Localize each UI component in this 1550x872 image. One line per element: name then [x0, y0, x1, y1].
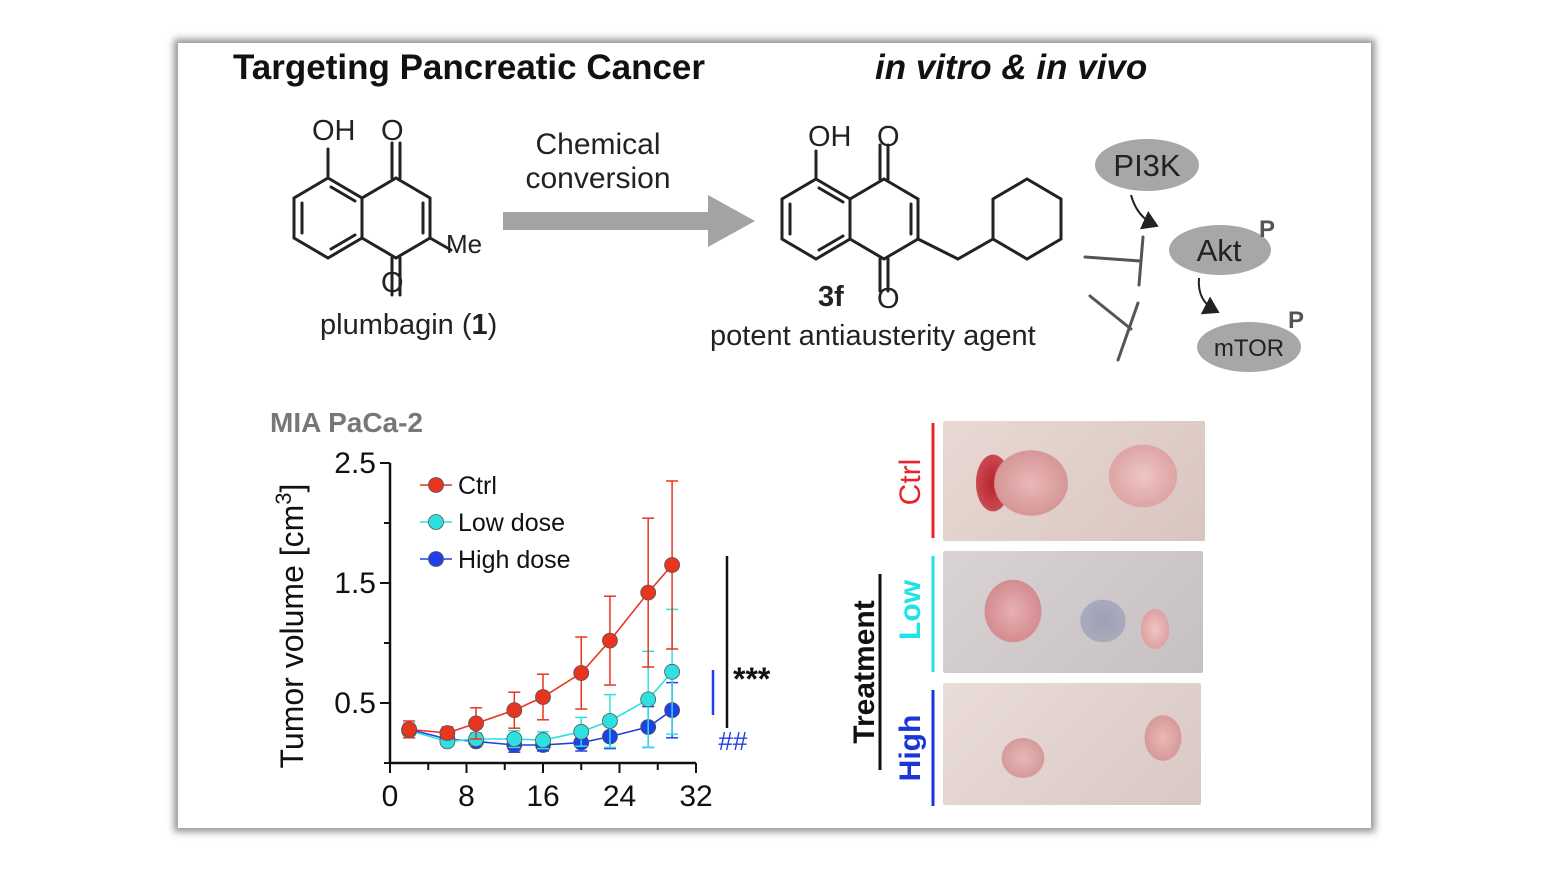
mtor-phospho: P — [1288, 307, 1304, 334]
significance-ctrl: *** — [733, 661, 771, 697]
compound-id: 3f — [818, 281, 844, 313]
tumor-photo-high — [943, 683, 1201, 805]
x-tick-label: 24 — [603, 780, 636, 813]
akt-node — [1169, 225, 1271, 275]
data-point — [664, 663, 680, 680]
legend-item: Ctrl — [420, 472, 497, 500]
y-axis-label: Tumor volume [cm3] — [271, 484, 310, 769]
data-point — [640, 584, 657, 601]
data-point — [468, 715, 484, 732]
photo-label-low: Low — [894, 579, 927, 640]
plumbagin-number: 1 — [471, 309, 488, 341]
legend-label: Low dose — [458, 509, 565, 537]
compound-3f-oh: OH — [808, 121, 852, 153]
legend-item: High dose — [420, 546, 571, 574]
reaction-arrow — [503, 195, 755, 247]
pi3k-label: PI3K — [1113, 148, 1181, 183]
photo-label-high: High — [894, 715, 927, 782]
inhibition-line-akt — [1083, 255, 1142, 263]
tumor-volume-chart: MIA PaCa-2 Tumor volume [cm3] 0.5 1.5 2.5 0… — [270, 407, 771, 813]
mtor-node — [1197, 322, 1301, 372]
photo-label-ctrl: Ctrl — [894, 459, 927, 506]
data-point — [535, 732, 551, 749]
pi3k-node — [1095, 139, 1199, 191]
x-tick-label: 32 — [679, 780, 712, 813]
arrow-label: Chemical conversion — [525, 128, 671, 195]
data-point — [640, 691, 657, 708]
significance-markers: *** ## — [711, 556, 771, 756]
graphical-abstract: Targeting Pancreatic Cancer in vitro & i… — [178, 43, 1371, 828]
akt-to-mtor-arrow — [1197, 277, 1220, 315]
plumbagin-o-top: O — [381, 115, 404, 147]
x-tick-label: 0 — [382, 780, 399, 813]
legend-marker — [428, 514, 444, 530]
pi3k-to-akt-arrow — [1130, 194, 1159, 230]
data-point — [535, 689, 551, 705]
legend-marker — [428, 551, 444, 567]
treatment-label: Treatment — [848, 600, 881, 743]
legend-marker — [428, 477, 444, 493]
plumbagin-me: Me — [446, 229, 483, 259]
data-point — [602, 713, 618, 729]
data-point — [573, 723, 590, 740]
data-point — [664, 557, 680, 573]
data-point — [506, 731, 523, 747]
data-point — [439, 725, 456, 741]
inhibition-bar-mtor — [1116, 301, 1140, 362]
compound-description: potent antiausterity agent — [710, 320, 1036, 352]
mtor-label: mTOR — [1214, 335, 1284, 362]
data-point — [401, 721, 418, 738]
y-tick-label: 0.5 — [334, 687, 376, 720]
data-point — [602, 632, 618, 649]
chart-title: MIA PaCa-2 — [270, 407, 423, 438]
tumor-photo-low — [943, 551, 1203, 673]
compound-3f-structure — [780, 143, 1063, 293]
plumbagin-o-bottom: O — [381, 267, 404, 299]
compound-3f-o-top: O — [877, 121, 900, 153]
legend-label: High dose — [458, 546, 571, 574]
plumbagin-label: plumbagin (1) — [320, 309, 497, 342]
legend-item: Low dose — [420, 509, 565, 537]
akt-label: Akt — [1197, 233, 1242, 268]
photo-labels: Ctrl Low High Treatment — [848, 423, 935, 806]
plumbagin-name-end: ) — [487, 309, 498, 341]
data-point — [506, 702, 523, 719]
pathway-diagram: PI3K Akt mTOR P P — [1083, 139, 1304, 372]
significance-dose: ## — [718, 726, 747, 756]
y-tick-label: 2.5 — [334, 447, 376, 480]
plumbagin-name: plumbagin ( — [320, 309, 472, 341]
inhibition-bar-akt — [1137, 235, 1145, 287]
title-left: Targeting Pancreatic Cancer — [233, 48, 706, 87]
tumor-photo-ctrl — [943, 421, 1205, 541]
title-right: in vitro & in vivo — [875, 48, 1148, 87]
akt-phospho: P — [1259, 216, 1275, 243]
plumbagin-structure — [292, 141, 453, 297]
plumbagin-oh: OH — [312, 115, 356, 147]
x-tick-label: 8 — [458, 780, 475, 813]
compound-3f-o-bottom: O — [877, 283, 900, 315]
data-point — [573, 665, 590, 681]
x-tick-label: 16 — [526, 780, 559, 813]
y-tick-label: 1.5 — [334, 567, 376, 600]
legend-label: Ctrl — [458, 472, 497, 500]
inhibition-line-mtor — [1088, 294, 1133, 331]
series-ctrl — [401, 480, 680, 741]
